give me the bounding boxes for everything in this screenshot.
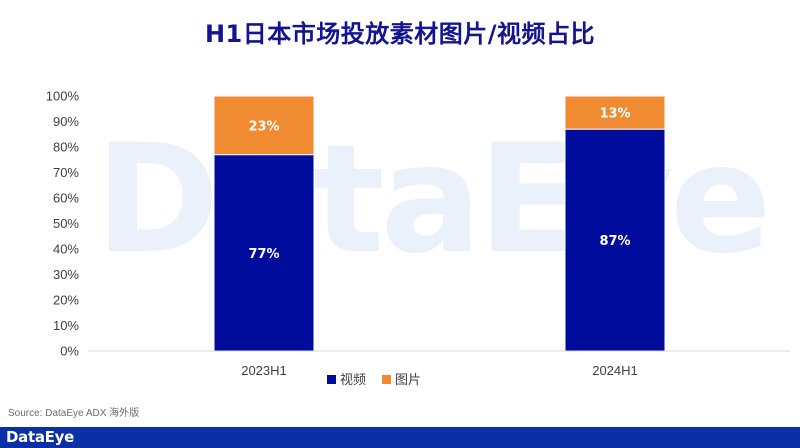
- data-label: 87%: [599, 234, 630, 249]
- y-tick-label: 90%: [53, 114, 79, 129]
- x-tick-label: 2024H1: [592, 363, 638, 378]
- y-tick-label: 40%: [53, 242, 79, 257]
- y-tick-label: 50%: [53, 216, 79, 231]
- y-tick-label: 30%: [53, 267, 79, 282]
- legend-label-image: 图片: [395, 373, 421, 388]
- data-label: 23%: [248, 119, 279, 134]
- source-note: Source: DataEye ADX 海外版: [8, 408, 140, 419]
- footer-bar: DataEye: [0, 427, 800, 448]
- y-tick-label: 0%: [60, 344, 79, 359]
- legend-label-video: 视频: [340, 373, 366, 388]
- legend-swatch-video: [327, 375, 336, 384]
- y-tick-label: 10%: [53, 318, 79, 333]
- y-tick-label: 20%: [53, 293, 79, 308]
- data-label: 13%: [599, 107, 630, 122]
- footer-logo: DataEye: [6, 428, 74, 446]
- y-tick-label: 70%: [53, 165, 79, 180]
- bar-image: [213, 95, 315, 156]
- y-tick-label: 60%: [53, 191, 79, 206]
- bar-video: [564, 128, 666, 352]
- legend-swatch-image: [382, 375, 391, 384]
- y-tick-label: 80%: [53, 140, 79, 155]
- chart-title: H1日本市场投放素材图片/视频占比: [204, 20, 596, 48]
- bar-image: [564, 95, 666, 130]
- y-tick-label: 100%: [46, 89, 80, 104]
- data-label: 77%: [248, 247, 279, 262]
- x-tick-label: 2023H1: [241, 363, 287, 378]
